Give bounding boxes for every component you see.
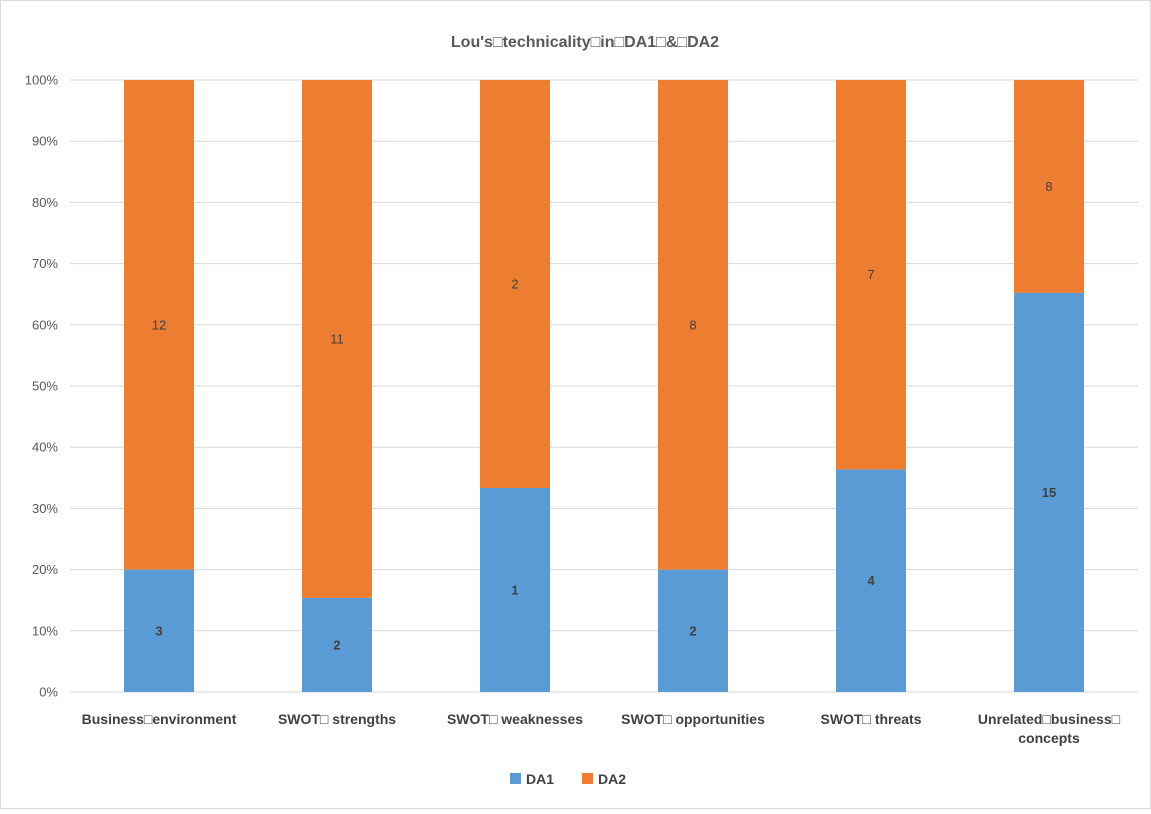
y-tick-label: 80% xyxy=(32,195,58,210)
legend-swatch xyxy=(510,773,521,784)
data-label-da1: 4 xyxy=(867,573,875,588)
x-tick-label: SWOT□ strengths xyxy=(278,711,396,727)
data-label-da2: 8 xyxy=(689,317,696,332)
y-tick-label: 50% xyxy=(32,379,58,394)
legend-item-da1: DA1 xyxy=(510,771,554,787)
y-tick-label: 100% xyxy=(25,73,59,88)
gridlines xyxy=(70,80,1138,692)
data-label-da2: 7 xyxy=(867,267,874,282)
chart-title: Lou's□technicality□in□DA1□&□DA2 xyxy=(451,34,719,51)
data-label-da1: 2 xyxy=(689,623,696,638)
x-tick-label: SWOT□ weaknesses xyxy=(447,711,583,727)
data-label-da2: 12 xyxy=(152,317,166,332)
data-label-da2: 11 xyxy=(330,331,344,346)
data-label-da1: 3 xyxy=(155,623,162,638)
x-tick-label: Business□environment xyxy=(82,711,237,727)
y-tick-label: 60% xyxy=(32,317,58,332)
data-label-da1: 2 xyxy=(333,637,340,652)
y-tick-label: 20% xyxy=(32,562,58,577)
y-tick-label: 40% xyxy=(32,440,58,455)
legend-item-da2: DA2 xyxy=(582,771,626,787)
legend-label: DA1 xyxy=(526,771,554,787)
x-tick-label: SWOT□ threats xyxy=(820,711,921,727)
x-axis-ticks: Business□environment SWOT□ strengths SWOT□… xyxy=(82,711,1121,746)
y-axis-ticks: 0% 10% 20% 30% 40% 50% 60% 70% 80% 90% 100% xyxy=(25,73,59,700)
y-tick-label: 0% xyxy=(39,685,58,700)
legend-label: DA2 xyxy=(598,771,626,787)
y-tick-label: 90% xyxy=(32,134,58,149)
legend-swatch xyxy=(582,773,593,784)
data-label-da2: 2 xyxy=(511,277,518,292)
y-tick-label: 10% xyxy=(32,623,58,638)
x-tick-label: Unrelated□business□ concepts xyxy=(978,711,1121,746)
y-tick-label: 70% xyxy=(32,256,58,271)
data-label-da1: 1 xyxy=(511,583,518,598)
data-label-da2: 8 xyxy=(1045,179,1052,194)
y-tick-label: 30% xyxy=(32,501,58,516)
legend: DA1 DA2 xyxy=(510,771,626,787)
data-label-da1: 15 xyxy=(1042,485,1056,500)
x-tick-label: SWOT□ opportunities xyxy=(621,711,765,727)
